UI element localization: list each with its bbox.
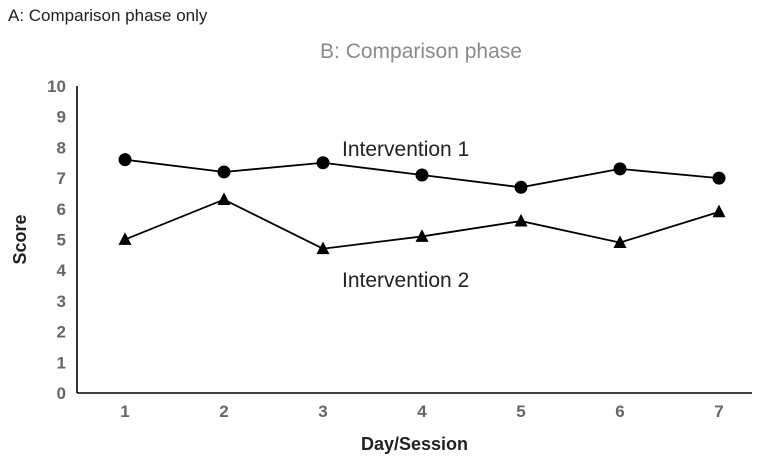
panel-label: A: Comparison phase only [8, 6, 208, 25]
data-point-circle [712, 171, 726, 185]
data-point-circle [415, 168, 429, 182]
x-axis-ticks: 1 2 3 4 5 6 7 [120, 402, 723, 421]
data-point-triangle [316, 241, 330, 255]
y-tick-label: 7 [57, 169, 66, 188]
chart-title: B: Comparison phase [320, 40, 522, 63]
y-tick-label: 8 [57, 138, 66, 157]
y-tick-label: 6 [57, 200, 66, 219]
x-tick-label: 4 [417, 402, 427, 421]
series-label-intervention-2: Intervention 2 [342, 269, 469, 292]
data-point-triangle [217, 192, 231, 205]
y-tick-label: 4 [57, 261, 67, 280]
y-tick-label: 10 [47, 77, 66, 96]
data-point-circle [118, 153, 132, 167]
series-label-intervention-1: Intervention 1 [342, 138, 469, 161]
data-point-triangle [415, 229, 429, 242]
y-tick-label: 9 [57, 108, 66, 127]
y-tick-label: 5 [57, 231, 66, 250]
x-tick-label: 7 [714, 402, 723, 421]
x-tick-label: 2 [219, 402, 228, 421]
x-tick-label: 5 [516, 402, 525, 421]
y-axis-title: Score [10, 214, 30, 264]
data-point-triangle [118, 232, 132, 245]
series-markers [118, 153, 726, 255]
data-point-triangle [613, 235, 627, 248]
data-point-circle [217, 165, 231, 179]
data-point-circle [514, 180, 528, 194]
y-tick-label: 1 [57, 353, 66, 372]
x-tick-label: 3 [318, 402, 327, 421]
x-axis-title: Day/Session [361, 434, 468, 454]
y-tick-label: 0 [57, 384, 66, 403]
data-point-circle [316, 156, 330, 170]
x-tick-label: 6 [615, 402, 624, 421]
data-point-triangle [514, 213, 528, 227]
y-axis-ticks: 0 1 2 3 4 5 6 7 8 9 10 [47, 77, 66, 403]
x-tick-label: 1 [120, 402, 129, 421]
y-tick-label: 3 [57, 292, 66, 311]
data-point-triangle [712, 204, 726, 218]
data-point-circle [613, 162, 627, 176]
y-tick-label: 2 [57, 323, 66, 342]
